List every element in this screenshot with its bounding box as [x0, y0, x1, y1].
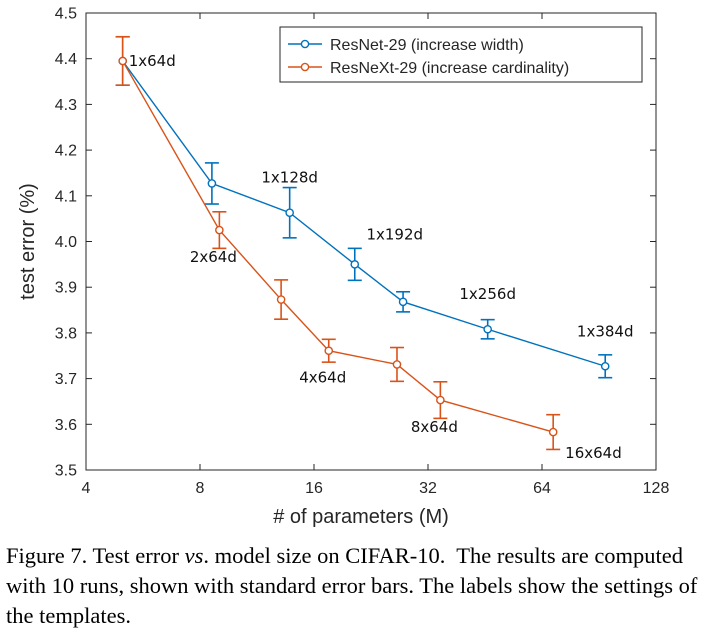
data-point: [398, 297, 408, 307]
y-tick-label: 3.6: [55, 417, 77, 434]
chart: 4 8 16 32 64 128 3.5 3.6 3.7 3.8 3.9 4.0 4.1 4.2 4.3 4.…: [17, 6, 670, 529]
legend-marker: [300, 62, 310, 72]
y-tick-label: 4.2: [55, 143, 77, 160]
point-label: 1x384d: [577, 322, 634, 340]
data-point: [118, 56, 127, 66]
y-tick-label: 4.0: [55, 234, 77, 251]
data-point: [600, 361, 610, 371]
y-tick-label: 4.3: [55, 97, 77, 114]
y-tick-label: 3.8: [55, 325, 77, 342]
caption-prefix: Figure 7. Test error: [6, 543, 185, 568]
x-tick-label: 8: [196, 480, 205, 497]
y-tick-label: 4.1: [55, 188, 77, 205]
point-label: 1x256d: [459, 285, 516, 303]
data-point: [392, 360, 402, 369]
y-axis-title: test error (%): [17, 183, 39, 300]
series-0: [115, 35, 613, 379]
data-point: [436, 395, 445, 405]
point-label: 16x64d: [565, 444, 622, 462]
data-point: [276, 295, 286, 304]
series-line: [122, 60, 606, 367]
legend-marker: [300, 39, 310, 49]
point-label: 1x192d: [366, 225, 423, 243]
data-point: [483, 324, 492, 334]
point-label: 8x64d: [411, 418, 458, 436]
x-tick-label: 16: [305, 480, 323, 497]
legend-entry: ResNeXt-29 (increase cardinality): [330, 60, 569, 77]
data-point: [350, 260, 360, 269]
x-axis-title: # of parameters (M): [273, 506, 449, 528]
caption-vs: vs: [184, 543, 204, 568]
legend: ResNet-29 (increase width) ResNeXt-29 (in…: [279, 26, 643, 83]
data-point: [285, 208, 294, 218]
x-tick-label: 64: [533, 480, 551, 497]
data-point: [215, 225, 224, 235]
point-label: 2x64d: [190, 248, 237, 266]
y-tick-label: 3.9: [55, 280, 77, 297]
y-tick-label: 4.5: [55, 6, 77, 23]
point-label: 1x64d: [129, 52, 176, 70]
point-label: 1x128d: [261, 169, 318, 187]
data-point: [324, 346, 334, 356]
y-tick-label: 3.7: [55, 371, 77, 388]
figure-caption: Figure 7. Test error vs. model size on C…: [6, 541, 698, 631]
x-tick-label: 128: [643, 480, 670, 497]
x-tick-label: 32: [419, 480, 437, 497]
series-1: [115, 35, 561, 451]
y-tick-label: 4.4: [55, 51, 77, 68]
y-tick-label: 3.5: [55, 463, 77, 480]
data-point: [548, 427, 558, 437]
legend-box: [279, 26, 643, 83]
legend-entry: ResNet-29 (increase width): [330, 37, 524, 54]
caption-suffix: . model size on CIFAR-10. The results ar…: [6, 543, 698, 628]
data-point: [207, 179, 217, 188]
x-tick-label: 4: [82, 480, 91, 497]
point-label: 4x64d: [299, 369, 346, 387]
